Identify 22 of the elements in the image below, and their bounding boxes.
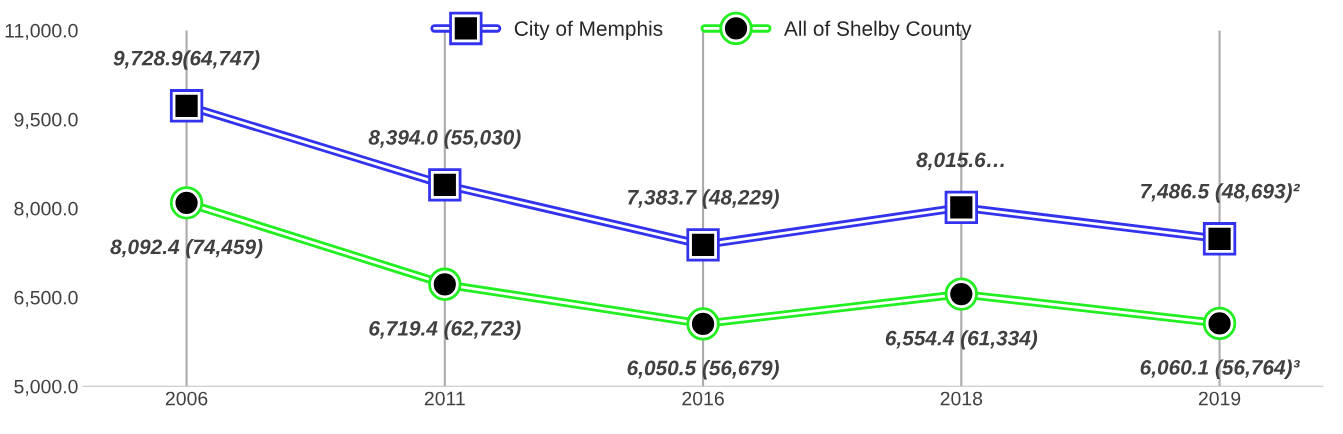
data-label: 8,394.0 (55,030) (368, 129, 521, 149)
y-tick-label: 9,500.0 (14, 112, 78, 129)
data-label: 6,050.5 (56,679) (627, 360, 779, 380)
x-tick-label: 2006 (165, 391, 208, 406)
data-label: 9,728.9(64,747) (113, 50, 260, 70)
data-label: 8,015.6… (916, 152, 1004, 171)
data-label: 7,383.7 (48,229) (628, 189, 779, 209)
x-tick-label: 2018 (940, 391, 983, 406)
legend-label: City of Memphis (514, 20, 663, 41)
legend-label: All of Shelby County (783, 20, 972, 41)
data-label: 6,719.4 (62,723) (369, 320, 521, 340)
x-tick-label: 2016 (682, 391, 724, 406)
y-tick-label: 5,000.0 (14, 379, 78, 396)
data-label: 6,554.4 (61,334) (885, 330, 1038, 350)
data-label: 7,486.5 (48,693)² (1141, 183, 1300, 203)
x-tick-label: 2019 (1198, 391, 1241, 406)
data-label: 6,060.1 (56,764)³ (1140, 359, 1300, 379)
y-tick-label: 6,500.0 (14, 290, 78, 307)
y-tick-label: 8,000.0 (14, 201, 78, 218)
y-tick-label: 11,000.0 (5, 23, 78, 40)
data-label: 8,092.4 (74,459) (110, 238, 263, 259)
x-tick-label: 2011 (424, 391, 465, 406)
